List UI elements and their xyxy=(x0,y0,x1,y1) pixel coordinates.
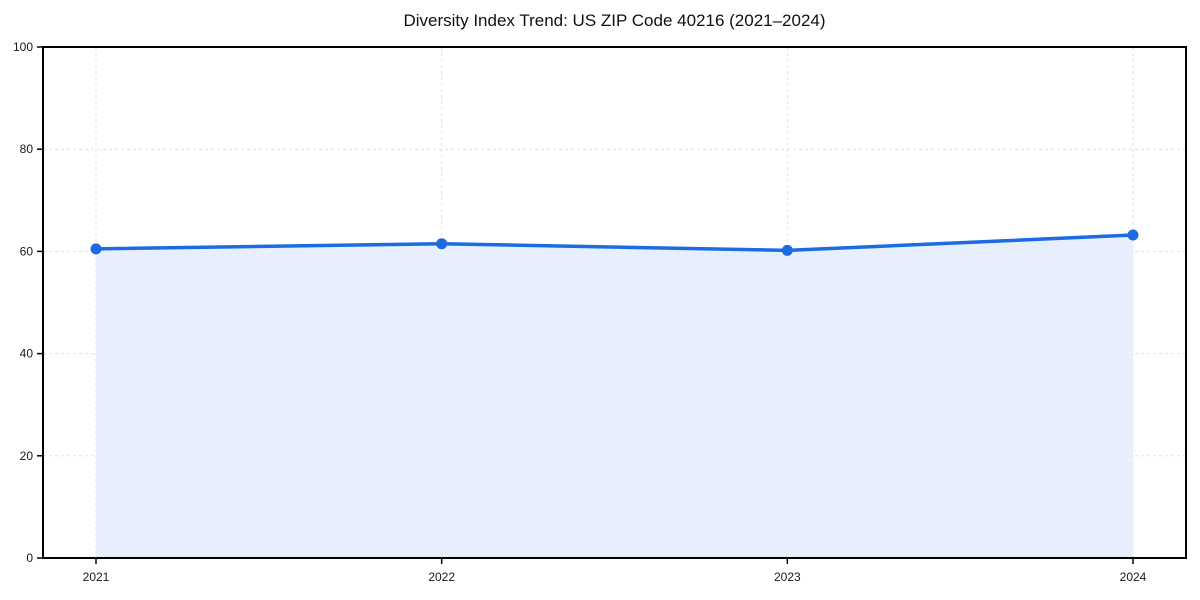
y-tick-label: 80 xyxy=(20,142,34,156)
data-point xyxy=(436,238,448,250)
trend-line xyxy=(94,233,1135,253)
chart-title: Diversity Index Trend: US ZIP Code 40216… xyxy=(403,11,826,30)
y-tick-label: 0 xyxy=(26,551,33,565)
y-tick-label: 60 xyxy=(20,244,34,258)
data-point xyxy=(1127,229,1139,241)
x-tick-label: 2021 xyxy=(83,570,110,584)
data-point xyxy=(781,244,793,256)
x-tick-label: 2022 xyxy=(428,570,455,584)
x-tick-label: 2023 xyxy=(774,570,801,584)
data-point xyxy=(90,243,102,255)
area-fill xyxy=(96,235,1133,558)
plot-border xyxy=(42,46,1187,559)
y-tick-label: 20 xyxy=(20,449,34,463)
x-tick-label: 2024 xyxy=(1120,570,1147,584)
y-tick-label: 100 xyxy=(13,40,33,54)
y-tick-label: 40 xyxy=(20,347,34,361)
